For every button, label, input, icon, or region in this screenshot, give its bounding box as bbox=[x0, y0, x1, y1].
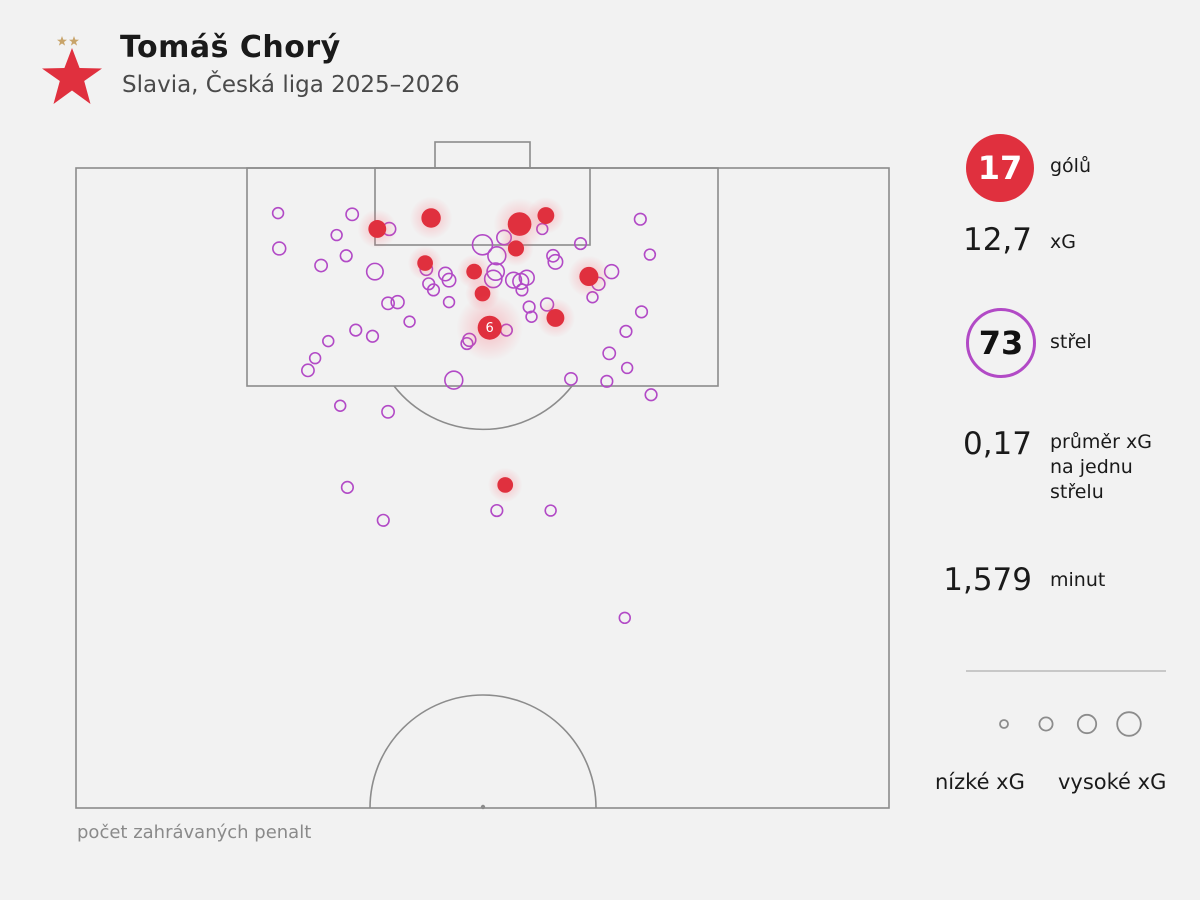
legend-size-circle bbox=[999, 719, 1009, 729]
goals-label: gólů bbox=[1050, 155, 1092, 177]
shot-marker bbox=[633, 212, 647, 226]
shot-marker bbox=[442, 295, 456, 309]
goal-marker bbox=[421, 208, 441, 228]
goal-marker bbox=[507, 240, 525, 257]
xg-value: 12,7 bbox=[962, 222, 1032, 258]
shot-marker bbox=[600, 374, 614, 388]
shot-marker bbox=[271, 206, 285, 220]
penalty-goals-count: 6 bbox=[486, 321, 494, 336]
shot-marker bbox=[349, 323, 363, 337]
minutes-label: minut bbox=[1050, 569, 1106, 591]
shot-marker bbox=[365, 329, 380, 343]
goal bbox=[434, 141, 531, 169]
legend-size-circle bbox=[1116, 711, 1142, 737]
goals-badge: 17 bbox=[966, 134, 1034, 202]
shot-marker bbox=[471, 234, 494, 256]
shot-marker bbox=[490, 503, 504, 518]
shot-marker bbox=[381, 296, 395, 311]
shot-marker bbox=[564, 371, 578, 386]
legend-size-circle bbox=[1076, 713, 1098, 735]
minutes-value: 1,579 bbox=[943, 562, 1032, 598]
shot-marker bbox=[390, 294, 405, 310]
shot-marker bbox=[322, 334, 335, 348]
center-spot bbox=[480, 804, 486, 810]
shots-label: střel bbox=[1050, 331, 1092, 353]
goal-marker bbox=[417, 255, 433, 271]
shot-map: 6 bbox=[75, 141, 890, 810]
shot-marker bbox=[573, 236, 588, 251]
shot-marker bbox=[634, 305, 649, 319]
shot-marker bbox=[504, 271, 523, 289]
shot-marker bbox=[340, 480, 354, 494]
goal-marker bbox=[368, 220, 387, 238]
xg-size-legend bbox=[999, 711, 1142, 737]
star-icon bbox=[42, 36, 102, 104]
shot-marker bbox=[620, 361, 634, 375]
shot-marker bbox=[381, 404, 395, 419]
shot-marker bbox=[547, 253, 564, 270]
avg-xg-label-line3: střelu bbox=[1050, 481, 1104, 503]
avg-xg-value: 0,17 bbox=[962, 426, 1032, 462]
avg-xg-label-line2: na jednu bbox=[1050, 456, 1133, 478]
shot-marker bbox=[544, 504, 557, 517]
shot-marker bbox=[365, 262, 384, 281]
shot-marker bbox=[441, 272, 457, 288]
shot-marker bbox=[314, 258, 329, 273]
shot-marker bbox=[403, 315, 416, 328]
avg-xg-label-line1: průměr xG bbox=[1050, 431, 1152, 453]
goals-layer: 6 bbox=[357, 196, 610, 503]
subtitle: Slavia, Česká liga 2025–2026 bbox=[122, 72, 460, 98]
goal-marker bbox=[546, 309, 565, 327]
penalty-goals-marker bbox=[477, 315, 502, 340]
avg-xg-label: průměr xG na jednu střelu bbox=[1050, 430, 1152, 505]
shot-marker bbox=[515, 283, 529, 297]
shot-marker bbox=[330, 228, 343, 242]
goal-marker bbox=[537, 207, 555, 224]
shot-marker bbox=[522, 300, 536, 314]
shot-marker bbox=[308, 351, 322, 365]
divider bbox=[966, 670, 1166, 672]
penalty-arc bbox=[393, 385, 573, 431]
legend-low-label: nízké xG bbox=[935, 770, 1025, 794]
pitch-lines bbox=[75, 141, 890, 809]
shot-marker bbox=[618, 611, 631, 625]
goal-marker bbox=[466, 263, 482, 280]
shot-marker bbox=[602, 346, 617, 361]
shot-marker bbox=[301, 363, 315, 378]
shot-marker bbox=[334, 399, 347, 412]
legend-high-label: vysoké xG bbox=[1058, 770, 1167, 794]
player-name: Tomáš Chorý bbox=[120, 30, 341, 65]
legend-size-circle bbox=[1038, 716, 1054, 732]
shots-badge: 73 bbox=[966, 308, 1036, 378]
shot-marker bbox=[345, 207, 360, 222]
shot-marker bbox=[444, 370, 464, 390]
shot-marker bbox=[376, 513, 390, 527]
goal-marker bbox=[497, 477, 514, 493]
footnote: počet zahrávaných penalt bbox=[77, 822, 312, 843]
club-logo bbox=[42, 36, 102, 104]
goal-marker bbox=[507, 212, 532, 236]
shot-marker bbox=[643, 248, 657, 261]
shot-marker bbox=[518, 269, 535, 286]
xg-label: xG bbox=[1050, 231, 1076, 253]
shot-marker bbox=[619, 324, 633, 338]
shot-marker bbox=[339, 249, 353, 263]
goal-marker bbox=[579, 266, 599, 287]
shot-marker bbox=[644, 388, 658, 402]
center-circle bbox=[369, 694, 597, 809]
shot-marker bbox=[272, 241, 287, 256]
